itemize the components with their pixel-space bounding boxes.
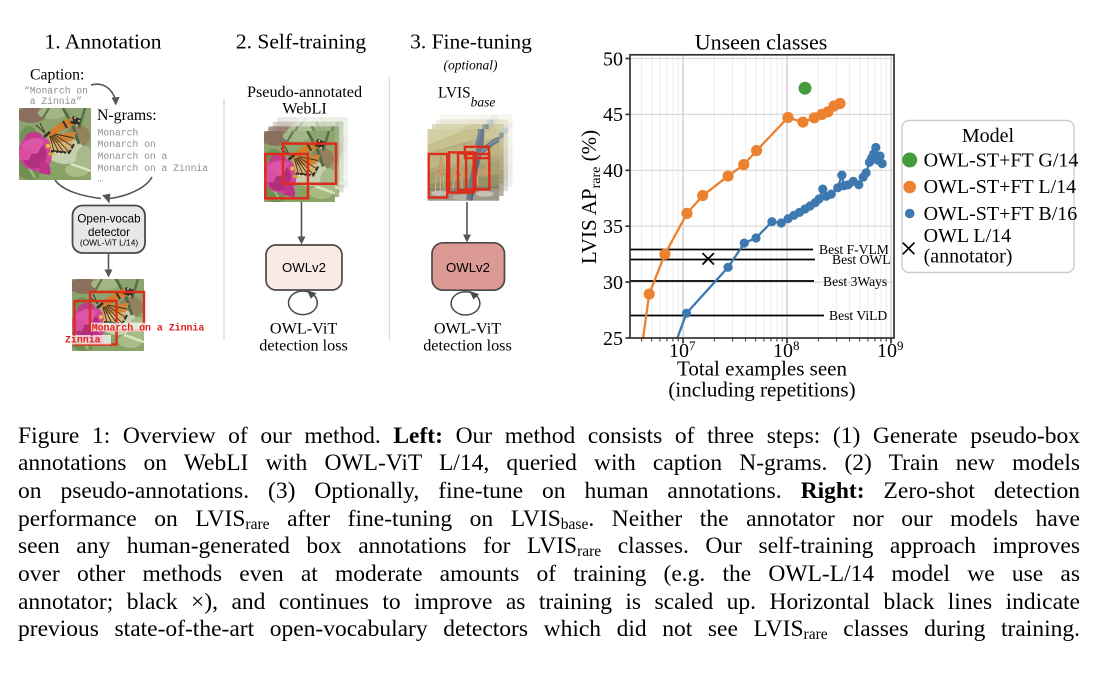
svg-text:Monarch on: Monarch on (98, 139, 156, 150)
svg-text:Caption:: Caption: (30, 67, 84, 84)
svg-text:OWL-ST+FT L/14: OWL-ST+FT L/14 (924, 176, 1077, 198)
svg-text:Best F-VLM: Best F-VLM (819, 242, 889, 257)
svg-text:25: 25 (603, 328, 623, 350)
svg-text:Zinnia: Zinnia (65, 334, 101, 345)
svg-text:Total examples seen: Total examples seen (677, 357, 847, 381)
svg-text:1. Annotation: 1. Annotation (44, 30, 161, 54)
svg-text:(annotator): (annotator) (924, 246, 1013, 268)
svg-text:Best OWL: Best OWL (832, 252, 891, 267)
svg-text:2. Self-training: 2. Self-training (236, 30, 366, 54)
svg-text:detection loss: detection loss (423, 337, 512, 355)
svg-text:(OWL-ViT L/14): (OWL-ViT L/14) (80, 238, 139, 248)
svg-text:OWLv2: OWLv2 (446, 260, 490, 275)
svg-text:OWLv2: OWLv2 (282, 260, 326, 275)
svg-text:109: 109 (877, 338, 904, 362)
svg-text:50: 50 (603, 48, 623, 70)
svg-text:Pseudo-annotated: Pseudo-annotated (247, 83, 362, 101)
svg-text:LVISbase: LVISbase (438, 84, 495, 109)
svg-text:OWL L/14: OWL L/14 (924, 225, 1012, 247)
svg-text:35: 35 (603, 216, 623, 238)
svg-text:(optional): (optional) (444, 58, 498, 73)
svg-text:OWL-ST+FT B/16: OWL-ST+FT B/16 (924, 203, 1078, 225)
svg-text:Unseen classes: Unseen classes (695, 30, 828, 55)
svg-text:a Zinnia”: a Zinnia” (30, 96, 82, 107)
svg-text:3. Fine-tuning: 3. Fine-tuning (410, 30, 532, 54)
svg-text:Monarch on a: Monarch on a (98, 151, 168, 162)
svg-text:detection loss: detection loss (259, 336, 348, 354)
svg-text:40: 40 (603, 160, 623, 182)
svg-text:Best 3Ways: Best 3Ways (823, 274, 887, 289)
svg-text:30: 30 (603, 272, 623, 294)
svg-text:Best ViLD: Best ViLD (829, 308, 887, 323)
svg-text:OWL-ViT: OWL-ViT (270, 319, 337, 337)
svg-text:(including repetitions): (including repetitions) (668, 378, 855, 402)
svg-text:…: … (98, 174, 104, 185)
svg-text:Model: Model (962, 125, 1015, 147)
svg-text:LVIS APrare (%): LVIS APrare (%) (577, 130, 604, 264)
svg-text:N-grams:: N-grams: (97, 107, 157, 124)
svg-text:Monarch on a Zinnia: Monarch on a Zinnia (92, 323, 205, 334)
svg-text:45: 45 (603, 104, 623, 126)
svg-text:“Monarch on: “Monarch on (24, 86, 88, 97)
svg-text:Open-vocab: Open-vocab (77, 213, 140, 226)
svg-text:Monarch: Monarch (98, 127, 139, 138)
svg-text:WebLI: WebLI (282, 100, 327, 118)
svg-text:detector: detector (88, 226, 130, 239)
svg-text:OWL-ViT: OWL-ViT (434, 320, 501, 338)
svg-text:Monarch on a Zinnia: Monarch on a Zinnia (98, 163, 209, 174)
svg-text:OWL-ST+FT G/14: OWL-ST+FT G/14 (924, 150, 1079, 172)
